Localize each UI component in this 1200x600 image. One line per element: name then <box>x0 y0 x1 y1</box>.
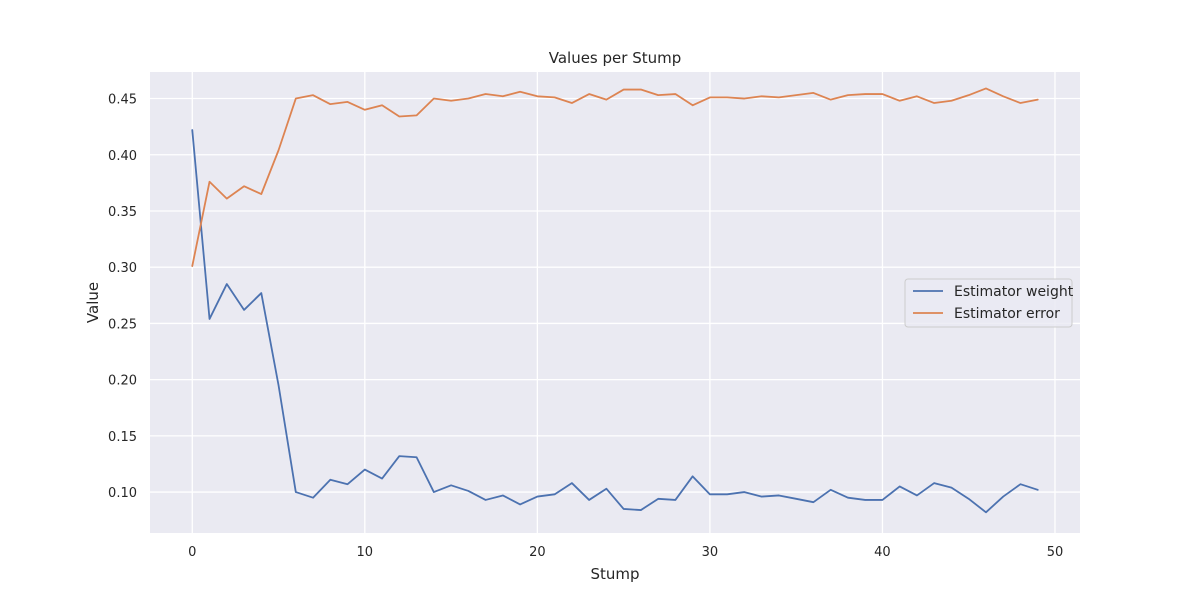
x-tick-labels: 0 10 20 30 40 50 <box>188 545 1063 560</box>
y-tick-label: 0.40 <box>108 149 137 164</box>
x-tick-label: 50 <box>1047 545 1064 560</box>
y-tick-label: 0.15 <box>108 430 137 445</box>
x-tick-label: 40 <box>874 545 891 560</box>
legend: Estimator weight Estimator error <box>904 278 1074 328</box>
x-tick-label: 10 <box>357 545 374 560</box>
legend-label: Estimator weight <box>954 284 1074 300</box>
y-tick-label: 0.45 <box>108 93 137 108</box>
y-tick-label: 0.25 <box>108 317 137 332</box>
x-tick-label: 30 <box>702 545 719 560</box>
legend-label: Estimator error <box>954 306 1060 322</box>
y-tick-label: 0.30 <box>108 261 137 276</box>
y-axis-label: Value <box>84 282 102 323</box>
y-tick-labels: 0.10 0.15 0.20 0.25 0.30 0.35 0.40 0.45 <box>108 93 137 502</box>
y-tick-label: 0.35 <box>108 205 137 220</box>
chart-title: Values per Stump <box>549 49 682 67</box>
x-tick-label: 0 <box>188 545 196 560</box>
legend-box <box>904 278 1073 328</box>
x-tick-label: 20 <box>529 545 546 560</box>
series-line-estimator-weight <box>191 129 1039 514</box>
series-line-estimator-error <box>191 87 1039 267</box>
y-tick-label: 0.20 <box>108 374 137 389</box>
x-axis-label: Stump <box>590 565 639 583</box>
y-tick-label: 0.10 <box>108 486 137 501</box>
series-layer <box>191 87 1039 514</box>
